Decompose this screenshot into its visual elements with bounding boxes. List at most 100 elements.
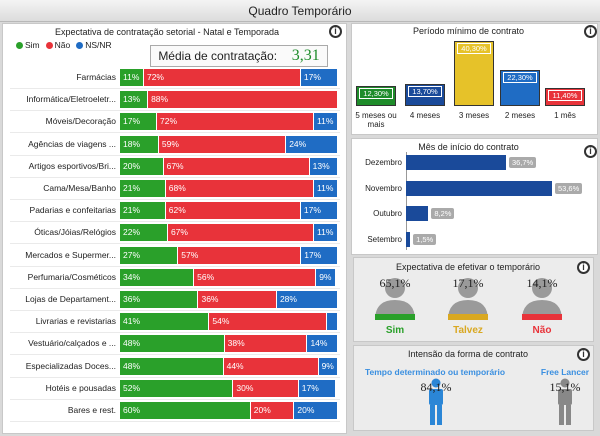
legend-nsnr[interactable]: NS/NR — [76, 40, 112, 50]
bar-segment-nsnr[interactable]: 9% — [316, 268, 336, 286]
expect-label: Sim — [385, 325, 405, 336]
bar-segment-nsnr[interactable]: 20% — [294, 402, 338, 419]
row-divider — [10, 265, 340, 267]
bar-segment-não[interactable]: 67% — [163, 157, 310, 175]
sector-bar[interactable]: 21% 68% 11% — [120, 180, 338, 197]
bar-segment-sim[interactable]: 21% — [120, 202, 166, 220]
bar-segment-não[interactable]: 54% — [209, 313, 328, 331]
start-month-bar[interactable] — [406, 232, 411, 247]
sector-label: Livrarias e revistarias — [35, 316, 116, 327]
person-sim-icon — [375, 278, 415, 320]
bar-segment-nsnr[interactable]: 11% — [314, 224, 338, 242]
bar-segment-não[interactable]: 72% — [157, 113, 314, 131]
start-axis — [406, 152, 407, 250]
sector-row: Artigos esportivos/Bri... 20% 67% 13% — [0, 157, 340, 178]
sector-label: Hotéis e pousadas — [45, 382, 116, 393]
bar-segment-sim[interactable]: 52% — [120, 379, 234, 397]
bar-segment-sim[interactable]: 21% — [120, 180, 166, 197]
start-month-bar[interactable] — [406, 181, 552, 196]
bar-segment-nsnr[interactable]: 11% — [314, 113, 338, 131]
bar-segment-sim[interactable]: 18% — [120, 135, 159, 153]
bar-segment-nsnr[interactable]: 9% — [318, 357, 339, 375]
sector-label: Cama/Mesa/Banho — [43, 183, 116, 193]
bar-segment-nsnr[interactable]: 28% — [276, 291, 338, 308]
sector-bar[interactable]: 60% 20% 20% — [120, 402, 338, 419]
sector-row: Informática/Eletroeletr... 13% 88% — [0, 90, 340, 112]
legend-sim[interactable]: Sim — [16, 40, 40, 50]
bar-segment-não[interactable]: 59% — [158, 135, 287, 153]
intent-option-1-label: Tempo determinado ou temporário — [364, 367, 506, 377]
bar-segment-não[interactable]: 68% — [165, 180, 314, 197]
sector-bar[interactable]: 48% 44% 9% — [120, 357, 339, 375]
sector-bar[interactable]: 11% 72% 17% — [120, 69, 338, 86]
start-month-bar[interactable] — [406, 206, 429, 221]
legend-nao[interactable]: Não — [45, 40, 70, 50]
sector-row: Especializadas Doces... 48% 44% 9% — [0, 357, 340, 378]
sector-label: Óticas/Jóias/Relógios — [34, 227, 116, 238]
bar-segment-nsnr[interactable]: 17% — [301, 246, 338, 264]
sector-bar[interactable]: 17% 72% 11% — [120, 113, 338, 131]
sector-bar[interactable]: 52% 30% 17% — [120, 379, 338, 397]
period-info-icon[interactable]: i — [584, 25, 597, 38]
sector-bar[interactable]: 13% 88% — [120, 91, 338, 109]
bar-segment-nsnr[interactable] — [327, 313, 338, 331]
sector-bar[interactable]: 48% 38% 14% — [120, 335, 338, 353]
intent-info-icon[interactable]: i — [577, 348, 590, 361]
sector-label: Farmácias — [76, 72, 116, 82]
bar-segment-sim[interactable]: 13% — [120, 91, 149, 109]
bar-segment-não[interactable]: 67% — [167, 224, 314, 242]
row-divider — [10, 310, 340, 311]
bar-segment-não[interactable]: 56% — [194, 268, 317, 286]
bar-segment-sim[interactable]: 20% — [120, 157, 164, 175]
intent-option-2-pct: 15,1% — [549, 380, 581, 394]
bar-segment-sim[interactable]: 41% — [120, 313, 210, 331]
bar-segment-nsnr[interactable]: 13% — [309, 157, 338, 175]
bar-segment-não[interactable]: 30% — [233, 379, 299, 397]
bar-segment-sim[interactable]: 48% — [120, 335, 225, 353]
bar-segment-nsnr[interactable]: 17% — [300, 202, 338, 220]
sector-bar[interactable]: 20% 67% 13% — [120, 157, 338, 175]
bar-segment-sim[interactable]: 22% — [120, 224, 168, 242]
sector-bar[interactable]: 27% 57% 17% — [120, 246, 338, 264]
bar-segment-nsnr[interactable]: 17% — [300, 69, 338, 86]
bar-segment-sim[interactable]: 34% — [120, 268, 195, 286]
bar-segment-sim[interactable]: 36% — [120, 291, 199, 308]
bar-segment-sim[interactable]: 27% — [120, 246, 179, 264]
bar-segment-não[interactable]: 20% — [250, 402, 295, 419]
bar-segment-sim[interactable]: 11% — [120, 69, 144, 86]
bar-segment-sim[interactable]: 60% — [120, 402, 251, 419]
bar-segment-não[interactable]: 38% — [224, 335, 308, 353]
start-month-bar[interactable] — [406, 155, 506, 170]
sector-row: Móveis/Decoração 17% 72% 11% — [0, 112, 340, 134]
start-month-value: 53,6% — [555, 183, 583, 194]
bar-segment-sim[interactable]: 17% — [120, 113, 158, 131]
sector-bar[interactable]: 21% 62% 17% — [120, 202, 338, 220]
bar-segment-sim[interactable]: 48% — [120, 357, 224, 375]
sector-label: Lojas de Departament... — [25, 294, 116, 304]
sector-label: Artigos esportivos/Bri... — [28, 160, 116, 171]
intent-option-2-label: Free Lancer — [540, 367, 590, 377]
bar-segment-nsnr[interactable]: 24% — [286, 135, 338, 153]
sector-bar[interactable]: 18% 59% 24% — [120, 135, 338, 153]
bar-segment-não[interactable]: 57% — [178, 246, 302, 264]
sector-bar[interactable]: 36% 36% 28% — [120, 291, 338, 308]
start-month-label: Outubro — [373, 209, 402, 218]
sector-label: Padarias e confeitarias — [29, 205, 116, 216]
sector-bar[interactable]: 22% 67% 11% — [120, 224, 338, 242]
bar-segment-não[interactable]: 62% — [165, 202, 301, 220]
bar-segment-não[interactable]: 36% — [198, 291, 277, 308]
row-divider — [10, 243, 340, 245]
sector-bar[interactable]: 41% 54% — [120, 313, 338, 331]
bar-segment-nsnr[interactable]: 14% — [307, 335, 338, 353]
bar-segment-não[interactable]: 88% — [148, 91, 338, 109]
sector-label: Bares e rest. — [67, 405, 116, 415]
sector-info-icon[interactable]: i — [329, 25, 342, 38]
bar-segment-nsnr[interactable]: 11% — [314, 180, 338, 197]
average-value: 3,31 — [291, 47, 320, 64]
sector-bar[interactable]: 34% 56% 9% — [120, 268, 338, 286]
expect-info-icon[interactable]: i — [577, 261, 590, 274]
start-info-icon[interactable]: i — [584, 145, 597, 158]
bar-segment-não[interactable]: 72% — [143, 69, 301, 86]
bar-segment-nsnr[interactable]: 17% — [298, 379, 336, 397]
bar-segment-não[interactable]: 44% — [223, 357, 319, 375]
